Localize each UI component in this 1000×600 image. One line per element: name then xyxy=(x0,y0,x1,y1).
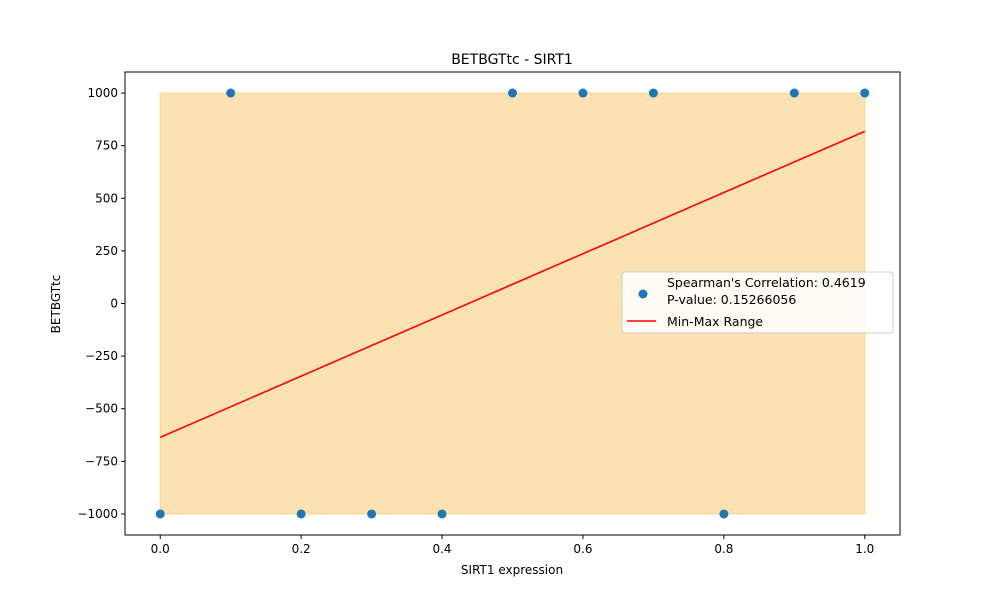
legend-label-pvalue: P-value: 0.15266056 xyxy=(667,292,796,307)
y-tick-label: 250 xyxy=(95,244,118,258)
scatter-point xyxy=(437,509,447,519)
x-tick-label: 0.2 xyxy=(292,542,311,556)
x-tick-label: 0.6 xyxy=(573,542,592,556)
legend-box xyxy=(621,271,894,334)
y-axis-ticks: −1000 −750 −500 −250 0 250 500 750 1000 xyxy=(77,86,125,521)
x-tick-label: 0.0 xyxy=(151,542,170,556)
y-tick-label: −1000 xyxy=(77,507,118,521)
x-tick-label: 0.4 xyxy=(432,542,451,556)
min-max-line xyxy=(159,130,866,439)
scatter-point xyxy=(578,88,588,98)
legend: Spearman's Correlation: 0.4619 P-value: 0… xyxy=(621,271,894,334)
scatter-point xyxy=(296,509,306,519)
x-tick-label: 1.0 xyxy=(855,542,874,556)
scatter-point xyxy=(367,509,377,519)
y-tick-label: −750 xyxy=(85,454,118,468)
scatter-point xyxy=(226,88,236,98)
chart-title: BETBGTtc - SIRT1 xyxy=(451,52,573,68)
scatter-point xyxy=(508,88,517,98)
y-tick-label: 0 xyxy=(110,297,118,311)
y-tick-label: −250 xyxy=(85,349,118,363)
scatter-point xyxy=(648,88,658,98)
scatter-point xyxy=(155,509,165,519)
legend-label-line: Min-Max Range xyxy=(667,314,763,329)
scatter-point xyxy=(719,509,729,519)
y-tick-label: 500 xyxy=(95,191,118,205)
y-tick-label: 1000 xyxy=(87,86,118,100)
scatter-point xyxy=(860,88,870,98)
scatter-point xyxy=(789,88,799,98)
y-axis-label: BETBGTtc xyxy=(49,275,63,334)
y-tick-label: 750 xyxy=(95,139,118,153)
x-axis-ticks: 0.0 0.2 0.4 0.6 0.8 1.0 xyxy=(151,535,874,556)
x-axis-label: SIRT1 expression xyxy=(461,563,563,577)
x-tick-label: 0.8 xyxy=(714,542,733,556)
legend-label-correlation: Spearman's Correlation: 0.4619 xyxy=(667,275,866,290)
legend-marker-scatter xyxy=(638,289,648,299)
y-tick-label: −500 xyxy=(85,402,118,416)
